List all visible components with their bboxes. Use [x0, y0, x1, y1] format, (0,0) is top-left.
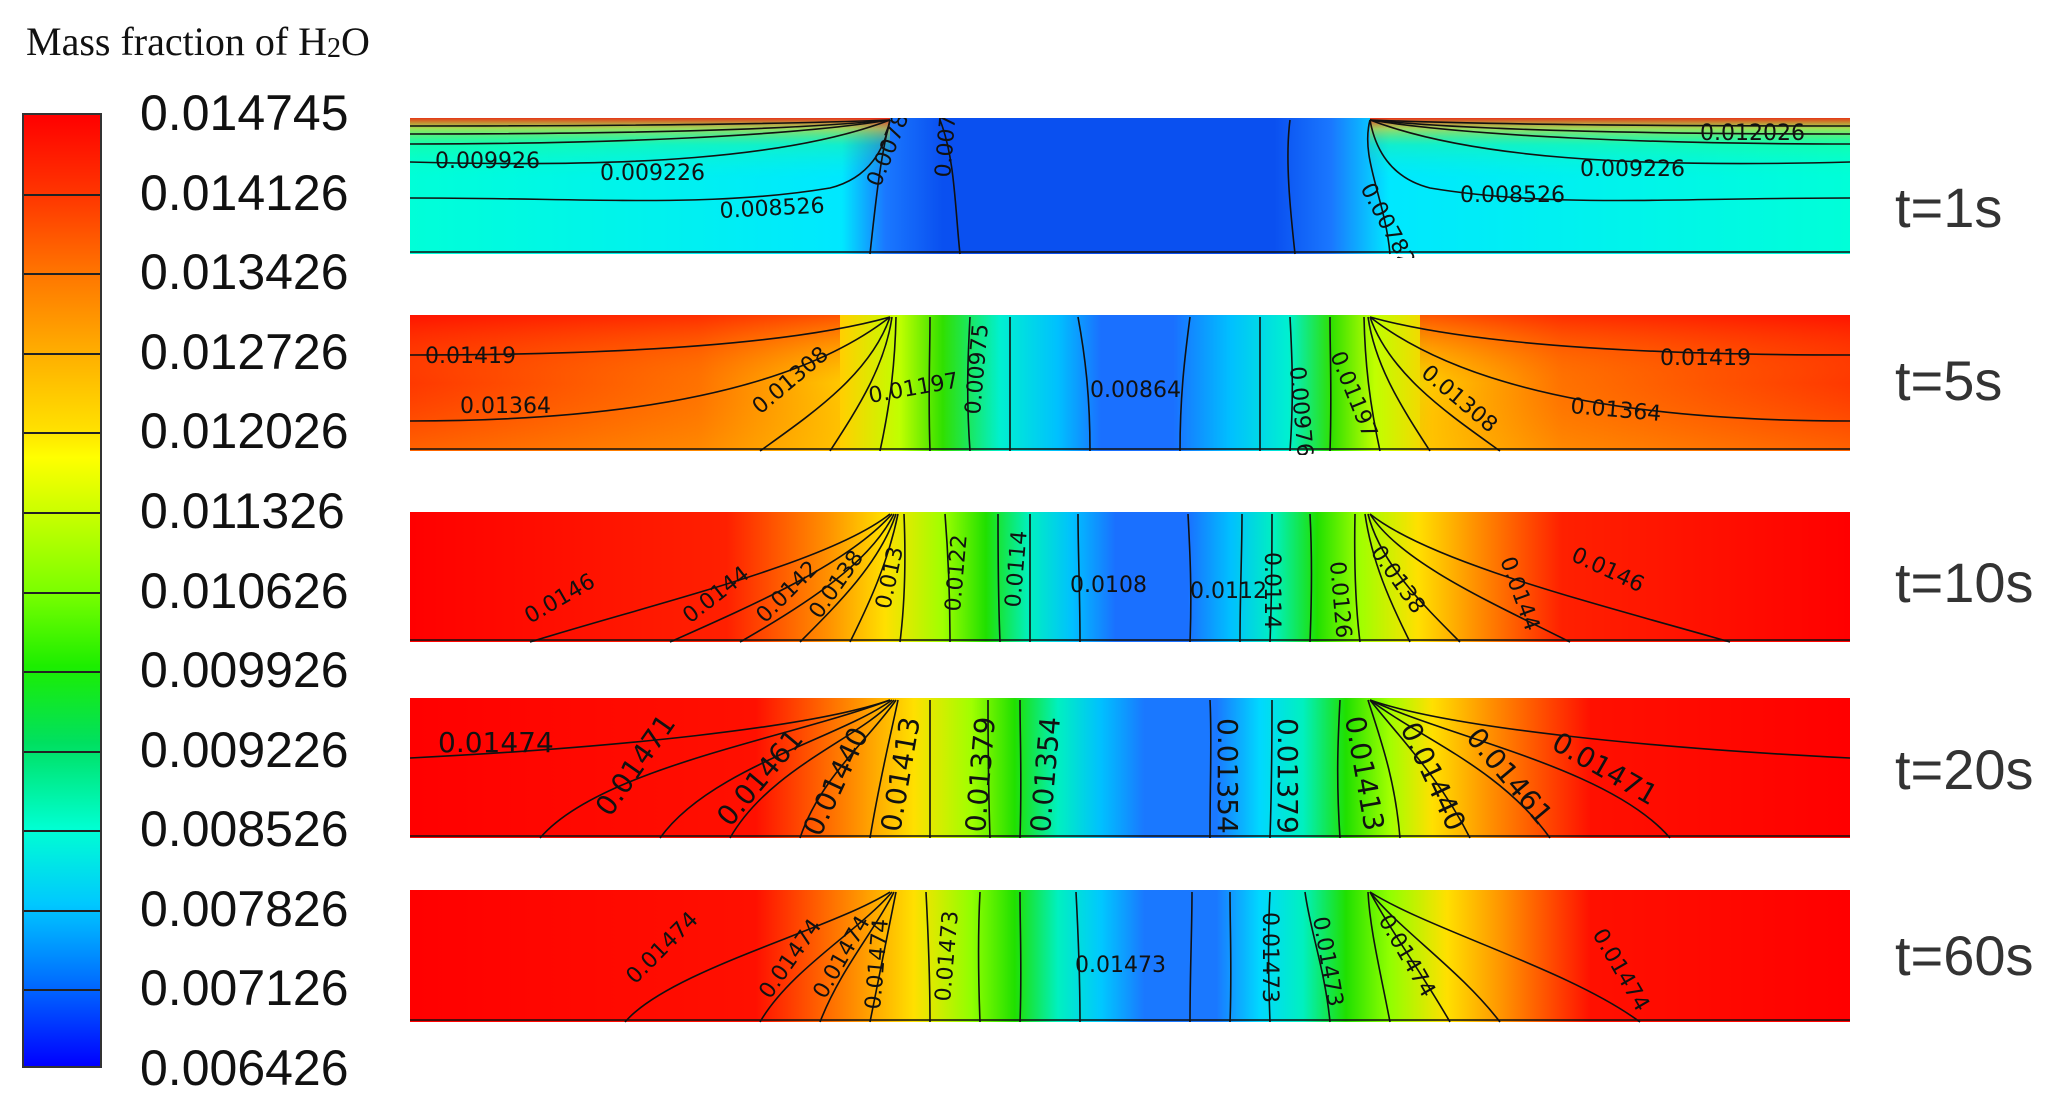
time-label-t60: t=60s: [1895, 924, 2034, 987]
legend-title-end: O: [341, 19, 370, 64]
colorbar-tick-label: 0.012026: [140, 403, 349, 460]
colorbar-separator: [24, 989, 100, 992]
legend-title-subscript: 2: [327, 33, 342, 64]
time-label-t1: t=1s: [1895, 176, 2003, 239]
contour-label: 0.0112: [1190, 579, 1267, 604]
time-label-t10: t=10s: [1895, 551, 2034, 614]
contour-panel-t60: 0.01474 0.01474 0.01474 0.01474 0.01473 0.014…: [410, 890, 1850, 1026]
contour-panel-t10: 0.0146 0.0144 0.0142 0.0138 0.013 0.0122 0.011…: [410, 512, 1850, 652]
colorbar-separator: [24, 671, 100, 674]
contour-label: 0.01354: [1211, 718, 1244, 834]
legend-title-main: Mass fraction of H: [26, 19, 328, 64]
contour-panel-t5: 0.01419 0.01364 0.01308 0.01197 0.00975 0.008…: [410, 315, 1850, 455]
colorbar-tick-label: 0.010626: [140, 562, 349, 619]
colorbar-tick-label: 0.007826: [140, 880, 349, 937]
colorbar-tick-label: 0.006426: [140, 1040, 349, 1096]
colorbar-separator: [24, 273, 100, 276]
colorbar-tick-label: 0.008526: [140, 801, 349, 858]
contour-label: 0.009226: [600, 161, 705, 186]
colorbar-tick-label: 0.007126: [140, 960, 349, 1017]
colorbar-separator: [24, 909, 100, 912]
contour-label: 0.01379: [1271, 718, 1304, 834]
colorbar-separator: [24, 511, 100, 514]
contour-panel-t20: 0.01474 0.01471 0.01461 0.01440 0.01413 0.013…: [410, 698, 1850, 842]
colorbar-tick-label: 0.009926: [140, 642, 349, 699]
colorbar-separator: [24, 750, 100, 753]
contour-label: 0.01474: [438, 726, 554, 759]
colorbar-tick-label: 0.013426: [140, 244, 349, 301]
colorbar-tick-label: 0.014126: [140, 164, 349, 221]
colorbar-tick-label: 0.012726: [140, 323, 349, 380]
contour-label: 0.012026: [1700, 121, 1805, 146]
colorbar-separator: [24, 432, 100, 435]
time-label-t20: t=20s: [1895, 738, 2034, 801]
contour-label: 0.0114: [1259, 552, 1284, 629]
contour-label: 0.008526: [719, 194, 825, 224]
contour-label: 0.009226: [1580, 157, 1685, 182]
colorbar-separator: [24, 193, 100, 196]
colorbar-separator: [24, 591, 100, 594]
legend-title: Mass fraction of H2O: [26, 18, 370, 65]
colorbar-tick-label: 0.011326: [140, 482, 345, 539]
contour-label: 0.008526: [1460, 183, 1565, 208]
time-label-t5: t=5s: [1895, 349, 2003, 412]
contour-label: 0.01419: [1660, 346, 1751, 371]
contour-label: 0.009926: [435, 149, 540, 174]
contour-label: 0.01473: [1257, 912, 1282, 1003]
colorbar: [22, 113, 102, 1068]
colorbar-tick-label: 0.014745: [140, 85, 349, 141]
contour-label: 0.01364: [460, 394, 551, 419]
contour-label: 0.01419: [425, 344, 516, 369]
contour-label: 0.01473: [1075, 953, 1166, 978]
colorbar-separator: [24, 352, 100, 355]
colorbar-separator: [24, 830, 100, 833]
contour-panel-t1: 0.009926 0.009226 0.008526 0.007826 0.007126…: [410, 118, 1850, 258]
contour-label: 0.00864: [1090, 378, 1181, 403]
contour-label: 0.0108: [1070, 573, 1147, 598]
colorbar-tick-label: 0.009226: [140, 721, 349, 778]
